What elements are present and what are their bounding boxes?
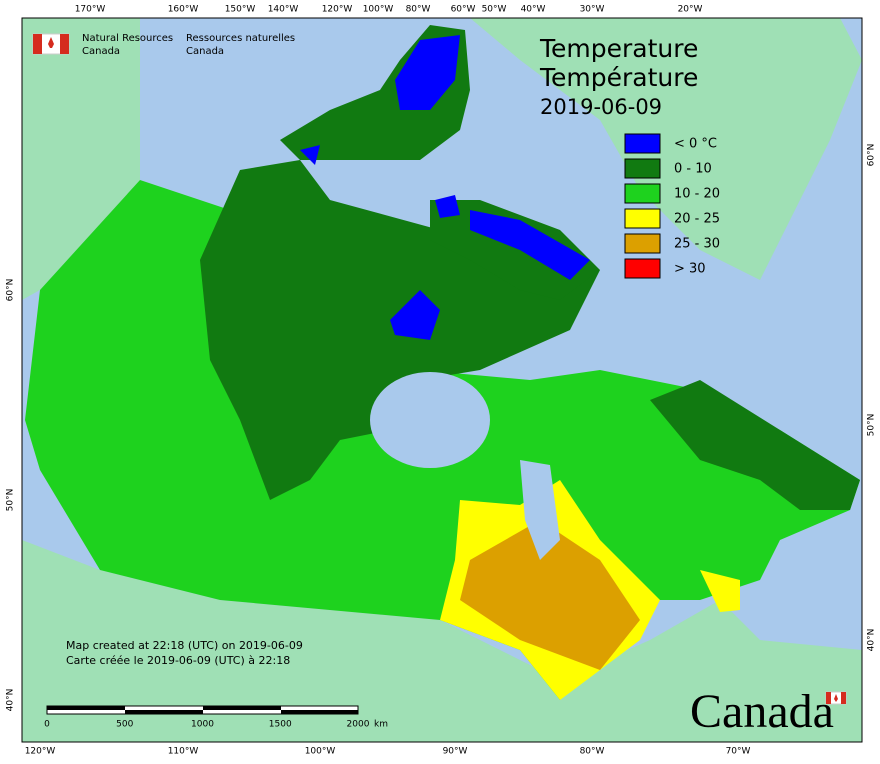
zone-25-30 <box>460 520 640 670</box>
lon-label: 140°W <box>268 5 299 15</box>
footer: Carte créée le 2019-06-09 (UTC) à 22:18 <box>66 654 290 667</box>
title: Température <box>539 63 698 92</box>
lon-label: 60°W <box>451 5 476 15</box>
flag-leaf <box>48 37 54 48</box>
wordmark-text: Canada <box>690 685 834 738</box>
snow-patches <box>300 35 590 340</box>
scale-segment <box>203 706 281 710</box>
james-bay <box>520 460 560 560</box>
scale-unit: km <box>374 720 388 730</box>
lon-label: 20°W <box>678 5 703 15</box>
lon-label: 90°W <box>443 747 468 757</box>
scale-bar: 0 500 1000 1500 2000 km <box>44 705 388 730</box>
lat-label: 60°N <box>6 279 16 302</box>
greenland <box>470 18 862 280</box>
lon-label: 80°W <box>580 747 605 757</box>
legend-label: < 0 °C <box>674 137 717 152</box>
lat-label: 40°N <box>6 689 16 712</box>
legend-label: 25 - 30 <box>674 237 720 252</box>
lat-label: 50°N <box>867 414 877 437</box>
lon-label: 120°W <box>322 5 353 15</box>
frame <box>21 17 863 743</box>
flag-band <box>33 34 42 54</box>
labrador <box>650 380 860 510</box>
alaska <box>22 18 140 300</box>
scale-segment <box>125 710 203 714</box>
legend-swatch <box>624 258 661 279</box>
dept-en: Canada <box>82 46 120 57</box>
legend-swatch <box>624 208 661 229</box>
scale-segment <box>281 710 358 714</box>
legend-swatch <box>624 183 661 204</box>
lon-label: 120°W <box>25 747 56 757</box>
graticule-labels: 170°W 160°W 150°W 140°W 120°W 100°W 80°W 60°W 50… <box>6 5 877 757</box>
legend: < 0 °C 0 - 10 10 - 20 20 - 25 25 - 30 > 30 <box>624 133 720 279</box>
lon-label: 110°W <box>168 747 199 757</box>
lon-label: 80°W <box>406 5 431 15</box>
usa <box>22 540 862 742</box>
wordmark: Canada <box>690 685 847 738</box>
title: Temperature <box>539 34 698 63</box>
scale-label: 0 <box>44 720 50 730</box>
dept-fr: Canada <box>186 46 224 57</box>
lat-label: 40°N <box>867 629 877 652</box>
legend-swatch <box>624 158 661 179</box>
legend-swatch <box>624 133 661 154</box>
lat-label: 50°N <box>6 489 16 512</box>
lon-label: 100°W <box>363 5 394 15</box>
lon-label: 40°W <box>521 5 546 15</box>
flag-band <box>60 34 69 54</box>
lon-label: 30°W <box>580 5 605 15</box>
scale-label: 500 <box>116 720 133 730</box>
scale-segment <box>47 706 125 710</box>
logo: Natural Resources Canada Ressources natu… <box>32 33 295 57</box>
lon-label: 70°W <box>726 747 751 757</box>
flag-band <box>826 692 831 704</box>
lon-label: 150°W <box>225 5 256 15</box>
footer: Map created at 22:18 (UTC) on 2019-06-09 <box>66 639 303 652</box>
legend-label: 0 - 10 <box>674 162 712 177</box>
zone-20-25-east <box>700 570 740 612</box>
lon-label: 100°W <box>305 747 336 757</box>
hudson-bay <box>370 372 490 468</box>
lat-label: 60°N <box>867 144 877 167</box>
map-area <box>21 17 863 743</box>
legend-swatch <box>624 233 661 254</box>
lon-label: 160°W <box>168 5 199 15</box>
dept-en: Natural Resources <box>82 33 173 44</box>
legend-label: > 30 <box>674 262 706 277</box>
flag-leaf <box>834 694 838 702</box>
dept-fr: Ressources naturelles <box>186 33 295 44</box>
lon-label: 50°W <box>482 5 507 15</box>
legend-label: 20 - 25 <box>674 212 720 227</box>
scale-label: 1500 <box>269 720 292 730</box>
scale-label: 1000 <box>191 720 214 730</box>
legend-label: 10 - 20 <box>674 187 720 202</box>
title-date: 2019-06-09 <box>540 95 662 119</box>
lon-label: 170°W <box>75 5 106 15</box>
flag-band <box>841 692 846 704</box>
scale-label: 2000 <box>347 720 370 730</box>
